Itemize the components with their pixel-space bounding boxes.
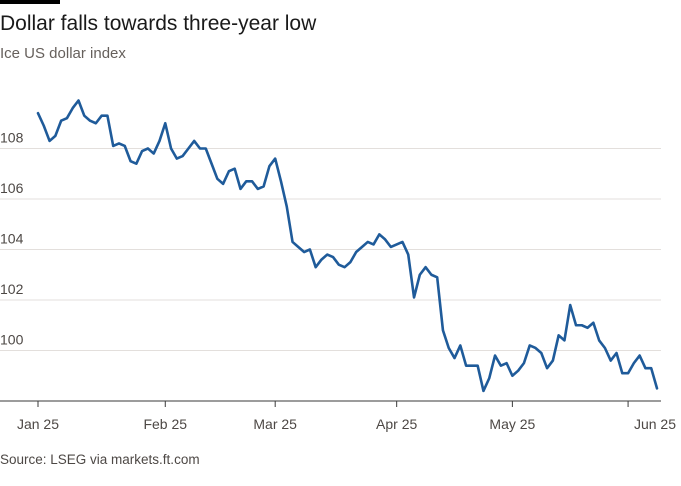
chart-title: Dollar falls towards three-year low	[0, 12, 317, 35]
x-tick-label: Jun 25	[634, 416, 676, 432]
y-tick-label: 106	[0, 180, 24, 196]
y-tick-label: 100	[0, 332, 24, 348]
y-axis-labels: 100 102 104 106 108	[0, 130, 24, 348]
series-line	[36, 99, 659, 393]
y-tick-label: 104	[0, 231, 24, 247]
x-tick-label: Mar 25	[253, 416, 297, 432]
x-tick-label: Apr 25	[376, 416, 417, 432]
line-chart: 100 102 104 106 108 Jan 25 Feb 25 Mar 25 Apr 25…	[0, 99, 676, 432]
x-tick-label: Jan 25	[17, 416, 59, 432]
top-accent-bar	[0, 0, 60, 4]
y-tick-label: 108	[0, 130, 24, 146]
series-layer	[36, 99, 659, 393]
chart-subtitle: Ice US dollar index	[0, 45, 126, 62]
x-tick-label: Feb 25	[143, 416, 187, 432]
x-axis-ticks: Jan 25 Feb 25 Mar 25 Apr 25 May 25 Jun 25	[17, 401, 676, 432]
gridlines	[0, 148, 661, 351]
source-note: Source: LSEG via markets.ft.com	[0, 452, 200, 467]
x-tick-label: May 25	[489, 416, 535, 432]
y-tick-label: 102	[0, 281, 24, 297]
